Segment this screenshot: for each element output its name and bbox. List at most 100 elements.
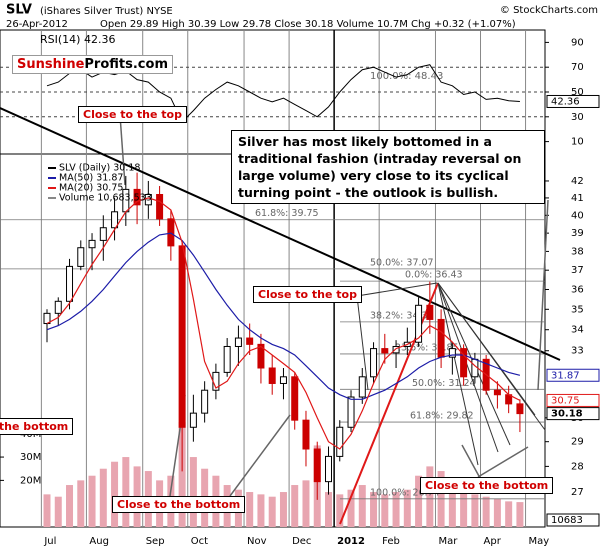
- candle-body: [279, 376, 287, 384]
- y-tick-label: 33: [571, 346, 584, 357]
- candle-body: [189, 412, 197, 428]
- y-tick-label: 40: [571, 210, 584, 221]
- value-tag-box: [546, 407, 600, 421]
- value-tag: 10683: [551, 515, 583, 526]
- fib-label: 61.8%: 29.82: [410, 411, 474, 422]
- candle-body: [493, 389, 501, 396]
- candle-body: [257, 343, 265, 369]
- candle-body: [347, 396, 355, 428]
- trend-line: [437, 282, 536, 416]
- candle-body: [370, 348, 378, 378]
- y-tick-label: 41: [571, 193, 584, 204]
- volume-bar: [347, 489, 355, 527]
- annotation: Close to the top: [253, 286, 362, 303]
- fib-label: 38.2%: 34.38: [370, 310, 434, 321]
- candle-body: [167, 218, 175, 247]
- y-tick-label: 28: [571, 461, 584, 472]
- date: 26-Apr-2012: [6, 19, 68, 30]
- candle-body: [144, 194, 152, 206]
- y-tick-label: 30: [571, 112, 584, 123]
- legend-entry: RSI(14) 42.36: [40, 33, 115, 46]
- annotation: Close to the bottom: [420, 477, 554, 494]
- candle-body: [448, 348, 456, 358]
- y-tick-label: 10: [571, 137, 584, 148]
- candle-body: [516, 403, 524, 415]
- legend-entry: Volume 10,683,533: [59, 193, 152, 204]
- x-tick-label: Sep: [146, 536, 165, 547]
- candle-body: [77, 247, 85, 267]
- x-tick-label: Apr: [484, 536, 502, 547]
- volume-bar: [505, 501, 513, 527]
- fib-label: 50.0%: 37.07: [370, 257, 434, 268]
- candle-body: [381, 348, 389, 354]
- candle-body: [460, 348, 468, 378]
- x-tick-label: Feb: [382, 536, 400, 547]
- y-tick-label: 35: [571, 304, 584, 315]
- y-tick-label: 42: [571, 176, 584, 187]
- value-tag-box: [546, 513, 600, 527]
- y-tick-label: 36: [571, 284, 584, 295]
- volume-bar: [460, 492, 468, 527]
- y-tick-label: 90: [571, 37, 584, 48]
- fib-label: 0.0%: 36.43: [405, 270, 463, 281]
- fib-label: 61.8%: 39.75: [255, 208, 319, 219]
- y-tick-label: 34: [571, 325, 584, 336]
- y-tick-label: 70: [571, 62, 584, 73]
- trend-line: [119, 114, 126, 186]
- candle-body: [313, 448, 321, 483]
- volume-bar: [291, 485, 299, 527]
- volume-bar: [325, 492, 332, 527]
- trend-line: [356, 282, 438, 297]
- x-tick-label: Jul: [43, 536, 56, 547]
- candle-body: [437, 318, 445, 358]
- value-tag: 30.75: [551, 395, 580, 406]
- x-tick-label: May: [529, 536, 550, 547]
- quote: Open 29.89 High 30.39 Low 29.78 Close 30…: [100, 19, 516, 30]
- volume-tick-label: 30M: [20, 452, 41, 463]
- x-tick-label: 2012: [337, 536, 365, 547]
- logo: SunshineProfits.com: [12, 55, 173, 74]
- volume-bar: [381, 494, 389, 527]
- candle-body: [358, 376, 366, 398]
- trend-line: [437, 282, 479, 466]
- volume-bar: [516, 502, 524, 527]
- volume-bar: [415, 475, 423, 527]
- comment-box: Silver has most likely bottomed in a tra…: [231, 130, 545, 204]
- candle-body: [234, 337, 242, 347]
- plot-frame: [0, 29, 546, 528]
- y-tick-label: 39: [571, 228, 584, 239]
- candle-body: [99, 227, 107, 241]
- trend-line: [477, 446, 529, 478]
- candle-body: [43, 312, 51, 325]
- volume-bar: [88, 475, 96, 527]
- x-tick-label: Aug: [89, 536, 109, 547]
- trend-line: [356, 295, 369, 391]
- volume-bar: [448, 485, 456, 527]
- value-tag: 30.18: [551, 409, 583, 420]
- annotation: Close to the bottom: [112, 496, 246, 513]
- value-tag-box: [546, 368, 600, 382]
- annotation: Close to the top: [78, 106, 187, 123]
- candle-body: [133, 188, 141, 206]
- volume-bar: [111, 461, 119, 527]
- fib-label: 23.6%: 32.85: [395, 342, 459, 353]
- logo-part: Sunshine: [17, 57, 85, 72]
- ticker: SLV: [6, 3, 32, 18]
- volume-bar: [471, 494, 479, 527]
- volume-bar: [122, 457, 130, 527]
- trend-line: [537, 199, 549, 391]
- volume-tick-label: 20M: [20, 475, 41, 486]
- x-tick-label: Mar: [438, 536, 458, 547]
- trend-line: [461, 444, 481, 479]
- candle-body: [54, 300, 62, 314]
- candle-body: [88, 239, 96, 249]
- candle-body: [66, 265, 74, 302]
- volume-bar: [246, 492, 254, 527]
- legend-entry: MA(50) 31.87: [59, 173, 123, 184]
- candle-body: [223, 345, 231, 373]
- candle-body: [302, 419, 310, 450]
- line-series: [46, 197, 521, 450]
- candle-body: [291, 376, 299, 421]
- candle-body: [426, 304, 434, 320]
